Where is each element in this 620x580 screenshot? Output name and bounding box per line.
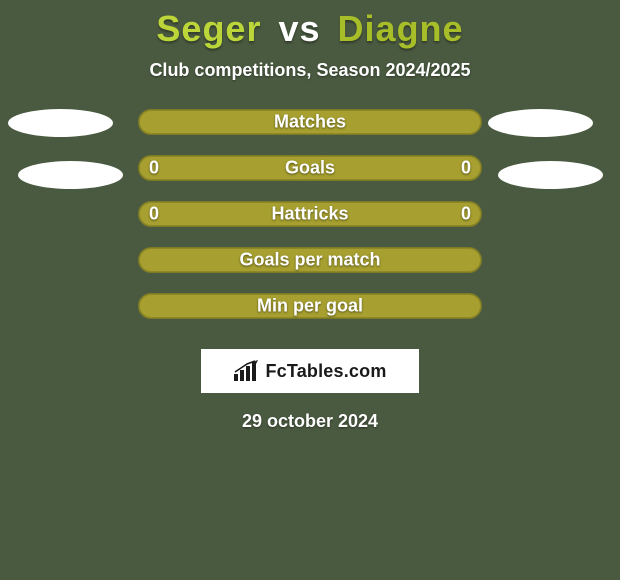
stat-label: Goals per match [239, 250, 380, 271]
stat-bars: Matches Goals 0 0 Hattricks 0 0 Goals per match… [138, 109, 482, 339]
brand-text: FcTables.com [265, 361, 386, 382]
stat-label: Hattricks [271, 204, 348, 225]
comparison-card: Seger vs Diagne Club competitions, Seaso… [0, 0, 620, 580]
title-player2: Diagne [338, 8, 464, 49]
chart-icon [233, 360, 259, 382]
stat-label: Goals [285, 158, 335, 179]
date-text: 29 october 2024 [0, 411, 620, 432]
stat-bar: Goals 0 0 [138, 155, 482, 181]
avatar-placeholder-right-2 [498, 161, 603, 189]
brand-badge: FcTables.com [201, 349, 419, 393]
stat-label: Min per goal [257, 296, 363, 317]
avatar-placeholder-left-2 [18, 161, 123, 189]
stat-bar: Hattricks 0 0 [138, 201, 482, 227]
stat-bar: Matches [138, 109, 482, 135]
stat-value-left: 0 [149, 204, 159, 225]
page-title: Seger vs Diagne [0, 0, 620, 50]
stat-bar: Goals per match [138, 247, 482, 273]
avatar-placeholder-right-1 [488, 109, 593, 137]
stat-bar: Min per goal [138, 293, 482, 319]
stats-stage: Matches Goals 0 0 Hattricks 0 0 Goals per match… [0, 109, 620, 339]
title-vs: vs [278, 8, 320, 49]
stat-value-right: 0 [461, 158, 471, 179]
title-player1: Seger [156, 8, 261, 49]
subtitle: Club competitions, Season 2024/2025 [0, 60, 620, 81]
stat-value-left: 0 [149, 158, 159, 179]
stat-label: Matches [274, 112, 346, 133]
stat-value-right: 0 [461, 204, 471, 225]
avatar-placeholder-left-1 [8, 109, 113, 137]
